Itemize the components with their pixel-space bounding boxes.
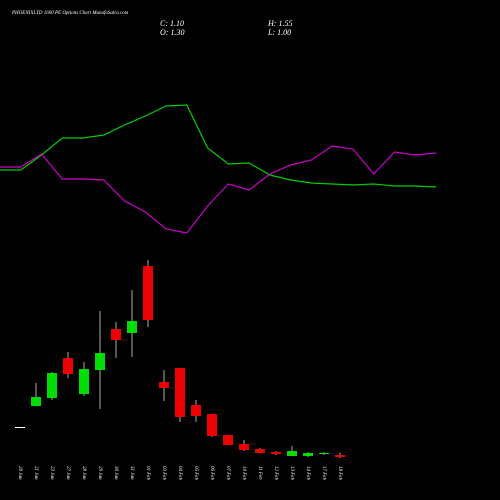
- candle-body: [111, 329, 121, 340]
- x-tick-label: 12 Feb: [273, 466, 278, 481]
- x-tick-label: 23 Jan: [49, 466, 54, 480]
- close-label: C: 1.10: [160, 19, 184, 28]
- candle-body: [319, 453, 329, 454]
- indicator-line: [0, 145, 437, 234]
- x-tick-label: 30 Jan: [113, 466, 118, 480]
- candle-body: [239, 444, 249, 450]
- x-tick-label: 10 Feb: [241, 466, 246, 481]
- high-label: H: 1.55: [267, 19, 292, 28]
- x-tick-label: 29 Jan: [97, 466, 102, 480]
- candle-body: [127, 321, 137, 333]
- x-tick-label: 01 Feb: [145, 466, 150, 481]
- candle-body: [255, 449, 265, 453]
- x-tick-label: 18 Feb: [337, 466, 342, 481]
- candle-body: [223, 435, 233, 445]
- x-tick-label: 04 Feb: [177, 466, 182, 481]
- candle-body: [191, 405, 201, 416]
- candle-body: [31, 397, 41, 406]
- candle-body: [63, 358, 73, 374]
- x-tick-label: 03 Feb: [161, 466, 166, 481]
- x-tick-label: 21 Jan: [33, 466, 38, 480]
- x-tick-label: 11 Feb: [257, 466, 262, 480]
- chart-title: PHOENIXLTD 1600 PE Options Chart MunafaS…: [11, 11, 129, 16]
- x-tick-label: 31 Jan: [129, 466, 134, 480]
- candle-body: [47, 373, 57, 398]
- x-tick-label: 06 Feb: [209, 466, 214, 481]
- x-tick-label: 28 Jan: [81, 466, 86, 480]
- candle-body: [207, 414, 217, 436]
- indicator-line: [0, 104, 437, 188]
- open-label: O: 1.30: [160, 28, 184, 37]
- candle-body: [79, 369, 89, 394]
- candle-body: [95, 353, 105, 370]
- low-label: L: 1.00: [267, 28, 291, 37]
- x-tick-label: 07 Feb: [225, 466, 230, 481]
- candle-body: [271, 452, 281, 454]
- candle-body: [159, 382, 169, 388]
- x-tick-label: 20 Jan: [17, 466, 22, 480]
- x-tick-label: 13 Feb: [289, 466, 294, 481]
- candle-body: [143, 266, 153, 320]
- x-tick-label: 14 Feb: [305, 466, 310, 481]
- candle-body: [175, 368, 185, 417]
- candle-body: [335, 455, 345, 457]
- candle-body: [287, 451, 297, 456]
- candle-body: [303, 453, 313, 456]
- candle-body: [15, 427, 25, 428]
- x-tick-label: 17 Feb: [321, 466, 326, 481]
- x-tick-label: 05 Feb: [193, 466, 198, 481]
- x-tick-label: 27 Jan: [65, 466, 70, 480]
